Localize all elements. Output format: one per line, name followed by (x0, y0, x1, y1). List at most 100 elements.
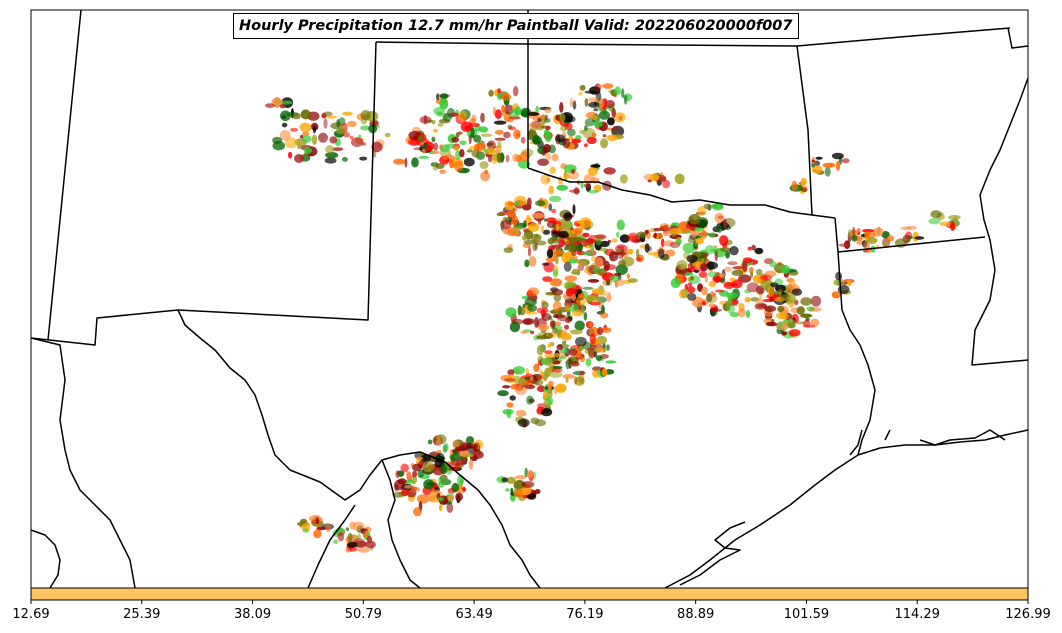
precip-blob (362, 533, 369, 538)
precip-blob (325, 523, 331, 533)
precip-blob (725, 300, 731, 305)
precip-blob (417, 155, 430, 159)
colorbar-tick-label: 76.19 (566, 607, 604, 622)
border-ks-ok (527, 43, 798, 47)
precip-blob (815, 156, 823, 160)
precip-blob (781, 331, 788, 336)
precip-blob (416, 494, 430, 504)
precip-blob (519, 377, 526, 386)
precip-blob (333, 539, 339, 545)
precip-blob (357, 134, 362, 138)
precip-blob (532, 241, 538, 252)
precip-blob (526, 470, 534, 478)
colorbar-ticks (30, 600, 1029, 604)
precip-blob (469, 117, 476, 124)
precip-blob (590, 164, 601, 168)
precip-blob (800, 177, 807, 186)
precip-blob (864, 231, 872, 235)
precip-blob (580, 252, 593, 256)
precip-blob (571, 250, 577, 257)
precip-blob (900, 226, 912, 231)
precip-blob (542, 229, 551, 235)
precip-blob (302, 131, 310, 137)
precip-blob (612, 126, 619, 131)
precip-blob (457, 131, 463, 135)
precip-blob (599, 240, 610, 248)
precip-blob (468, 458, 474, 470)
precip-blob (302, 528, 309, 533)
precip-blob (505, 307, 517, 318)
border-ms-river (971, 77, 1029, 366)
precip-blob (479, 126, 488, 133)
precip-blob (413, 507, 422, 517)
precip-blob (485, 148, 496, 155)
precip-blob (356, 542, 362, 547)
precip-blob (459, 149, 465, 158)
precip-blob (473, 134, 482, 143)
precip-blob (502, 408, 514, 415)
precip-blob (527, 287, 540, 297)
precip-blob (449, 453, 463, 462)
precip-blob (436, 449, 442, 454)
precip-blob (619, 234, 630, 243)
precip-blob (548, 315, 553, 320)
precip-blob (770, 282, 779, 288)
precip-blob (653, 227, 662, 232)
precip-blob (436, 93, 440, 101)
precip-blob (767, 286, 775, 297)
precip-blob (552, 269, 559, 278)
precip-blob (726, 303, 735, 314)
precip-blob (686, 286, 696, 294)
precip-blob (801, 313, 813, 318)
border-coahuila-west (307, 504, 356, 589)
border-ar-la (837, 236, 986, 253)
precip-blob (463, 157, 475, 167)
precip-blob (544, 128, 550, 139)
colorbar-tick-label: 50.79 (344, 607, 382, 622)
precip-blob (780, 265, 791, 274)
coastline-gulf (664, 429, 1029, 589)
precip-blob (593, 120, 603, 128)
precip-blob (620, 248, 625, 258)
precip-blob (503, 131, 511, 139)
precip-blob (326, 115, 337, 119)
precip-blob (563, 280, 577, 290)
precip-blob (337, 532, 345, 542)
precip-blob (544, 353, 556, 359)
precip-blob (508, 126, 516, 131)
precip-blob (545, 153, 552, 161)
precip-blob (774, 284, 787, 293)
precip-blob (561, 252, 571, 264)
border-mo-ar-north (796, 27, 1011, 47)
precip-blob (438, 504, 443, 512)
precip-blob (315, 517, 320, 525)
precip-blob (349, 135, 354, 140)
precip-blob (615, 264, 628, 275)
precip-blob (540, 174, 551, 185)
precip-blob (435, 163, 445, 170)
precip-blob (602, 83, 614, 89)
precip-blob (568, 242, 576, 253)
precip-blob (560, 113, 566, 123)
precip-blob (341, 157, 348, 162)
precip-blob (551, 289, 564, 296)
precip-blob (501, 104, 506, 112)
precip-blob (345, 547, 350, 553)
precip-blob (557, 316, 569, 322)
precip-blob (571, 293, 576, 301)
precip-blob (593, 102, 597, 106)
precip-blob (332, 147, 344, 152)
precip-blob (359, 156, 368, 161)
precip-blob (412, 463, 422, 472)
precip-blob (532, 471, 537, 480)
precip-blob (505, 488, 510, 492)
precip-blob (737, 308, 747, 318)
precip-blob (563, 238, 568, 243)
colorbar-tick-label: 63.49 (455, 607, 493, 622)
precip-blob (555, 134, 566, 143)
precip-blob (701, 301, 706, 306)
precip-blob (541, 408, 553, 417)
precip-blob (541, 262, 550, 266)
precip-blob (658, 248, 665, 259)
